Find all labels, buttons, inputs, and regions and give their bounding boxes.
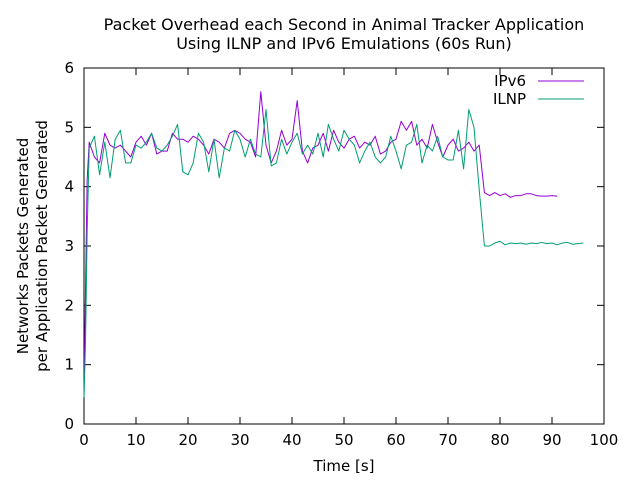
y-axis-label: Networks Packets Generated per Applicati… xyxy=(14,120,51,372)
x-tick-label: 20 xyxy=(178,431,197,449)
x-tick-label: 60 xyxy=(386,431,405,449)
y-tick-label: 0 xyxy=(64,415,74,433)
x-tick-label: 40 xyxy=(282,431,301,449)
y-axis-label-line-1: Networks Packets Generated xyxy=(14,138,32,354)
plot-area-border xyxy=(83,67,605,425)
legend-label-ilnp: ILNP xyxy=(493,90,526,108)
x-tick-label: 10 xyxy=(126,431,145,449)
y-tick-label: 3 xyxy=(64,237,74,255)
series-lines xyxy=(83,91,584,398)
series-line-ilnp xyxy=(83,109,584,398)
y-tick-label: 6 xyxy=(64,59,74,77)
x-tick-label: 80 xyxy=(490,431,509,449)
x-axis: 0 10 20 30 40 50 60 70 80 90 100 xyxy=(79,68,618,449)
legend-label-ipv6: IPv6 xyxy=(494,72,526,90)
series-line-ipv6 xyxy=(83,91,558,398)
x-tick-label: 0 xyxy=(79,431,89,449)
y-tick-label: 4 xyxy=(64,178,74,196)
x-tick-label: 90 xyxy=(542,431,561,449)
chart-title-line-1: Packet Overhead each Second in Animal Tr… xyxy=(104,15,585,34)
y-tick-label: 5 xyxy=(64,118,74,136)
x-tick-label: 100 xyxy=(590,431,619,449)
x-tick-label: 30 xyxy=(230,431,249,449)
x-tick-label: 70 xyxy=(438,431,457,449)
y-axis-label-line-2: per Application Packet Generated xyxy=(33,120,51,372)
x-tick-label: 50 xyxy=(334,431,353,449)
chart-title-line-2: Using ILNP and IPv6 Emulations (60s Run) xyxy=(176,34,512,53)
x-axis-label: Time [s] xyxy=(313,457,375,475)
y-axis: 0 1 2 3 4 5 6 xyxy=(64,59,604,433)
y-tick-label: 2 xyxy=(64,296,74,314)
y-tick-label: 1 xyxy=(64,356,74,374)
